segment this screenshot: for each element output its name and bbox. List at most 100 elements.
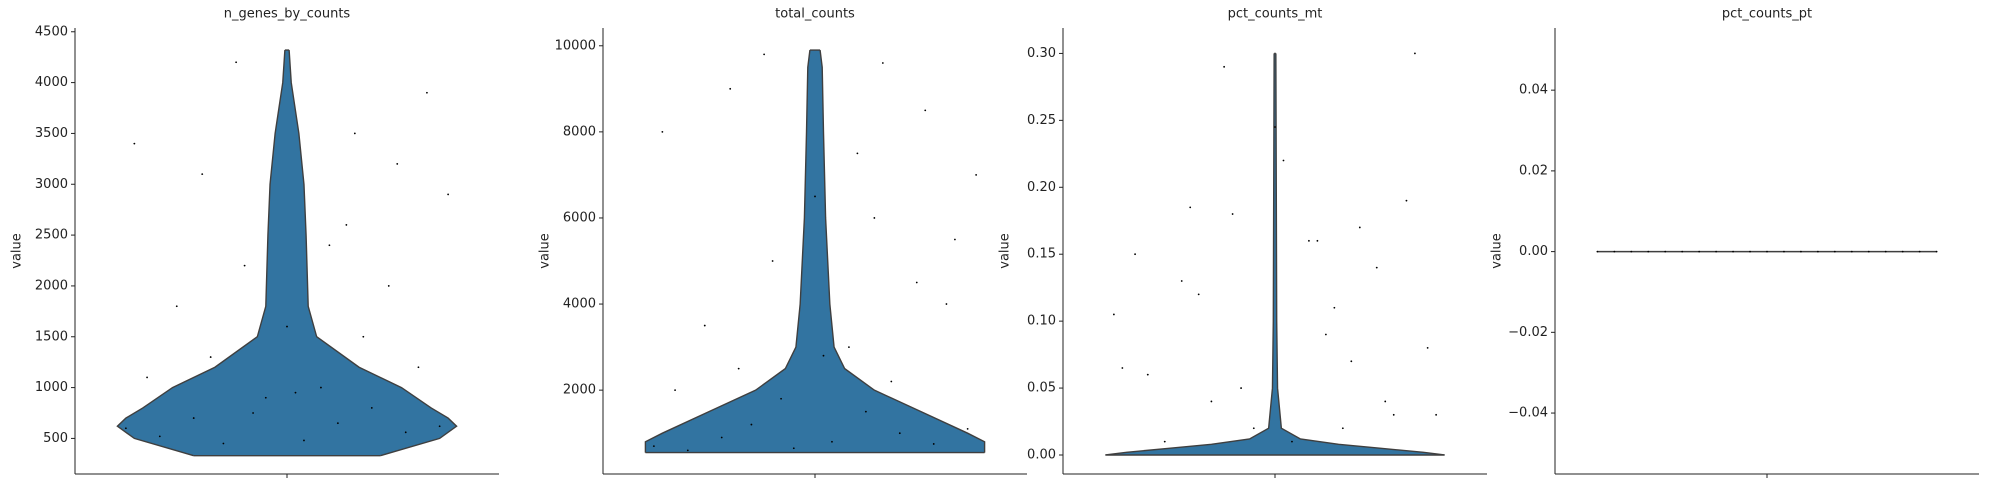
y-tick-label: 1500 xyxy=(35,329,68,344)
y-tick-label: 4000 xyxy=(563,297,596,312)
point xyxy=(1274,126,1276,128)
y-axis-label: value xyxy=(10,233,25,269)
point xyxy=(856,152,859,155)
point xyxy=(222,442,225,445)
point xyxy=(133,142,136,145)
y-tick-label: 2000 xyxy=(35,278,68,293)
point xyxy=(1596,250,1599,253)
point xyxy=(848,346,850,349)
y-tick-label: 0.02 xyxy=(1519,163,1548,178)
point xyxy=(1732,250,1734,253)
point xyxy=(438,425,441,428)
point xyxy=(1197,293,1200,296)
violin-half xyxy=(1105,53,1275,455)
y-tick-label: 0.30 xyxy=(1027,46,1056,61)
point xyxy=(1163,440,1166,443)
point xyxy=(1766,250,1768,253)
y-tick-label: 500 xyxy=(43,431,68,446)
point xyxy=(387,285,390,287)
point xyxy=(1350,360,1353,363)
point xyxy=(1884,250,1887,253)
point xyxy=(814,195,816,198)
point xyxy=(417,366,420,369)
point xyxy=(1121,367,1124,369)
y-tick-label: 0.20 xyxy=(1027,180,1056,195)
point xyxy=(792,447,795,450)
point xyxy=(1392,413,1395,416)
point xyxy=(1308,239,1310,242)
point xyxy=(1800,250,1802,253)
y-tick-label: −0.04 xyxy=(1508,406,1548,421)
point xyxy=(1180,280,1183,282)
y-tick-label: 0.25 xyxy=(1027,113,1056,128)
point xyxy=(175,305,178,308)
violin-outline xyxy=(288,50,458,457)
point xyxy=(1613,250,1616,253)
y-tick-label: 3000 xyxy=(35,177,68,192)
point xyxy=(1134,253,1136,256)
point xyxy=(1901,250,1904,253)
point xyxy=(1435,413,1438,416)
point xyxy=(146,376,148,379)
y-tick-label: 2500 xyxy=(35,228,68,243)
point xyxy=(1426,347,1429,349)
point xyxy=(1698,250,1701,253)
point xyxy=(303,439,305,442)
point xyxy=(1414,52,1416,55)
y-tick-label: 0.10 xyxy=(1027,314,1056,329)
point xyxy=(1935,250,1938,253)
point xyxy=(1749,250,1751,253)
point xyxy=(1240,387,1242,389)
point xyxy=(362,335,365,338)
point xyxy=(1223,65,1226,68)
point xyxy=(336,422,339,425)
point xyxy=(898,432,901,435)
point xyxy=(192,417,195,419)
point xyxy=(158,435,161,438)
point xyxy=(124,427,127,430)
point xyxy=(975,174,978,176)
point xyxy=(1867,250,1870,253)
point xyxy=(763,53,766,56)
point xyxy=(1647,250,1650,253)
point xyxy=(966,427,969,430)
point xyxy=(945,303,948,305)
point xyxy=(1282,159,1285,162)
point xyxy=(652,445,655,448)
point xyxy=(1816,250,1819,253)
point xyxy=(235,61,238,64)
y-tick-label: 0.00 xyxy=(1519,244,1548,259)
point xyxy=(1384,400,1387,403)
violin-outline xyxy=(1105,53,1275,456)
violin-half xyxy=(287,50,457,456)
point xyxy=(201,173,204,175)
violin-half xyxy=(1275,53,1445,455)
point xyxy=(864,410,867,413)
point xyxy=(426,91,428,94)
point xyxy=(924,109,927,112)
point xyxy=(252,412,254,414)
point xyxy=(729,87,732,90)
point xyxy=(1210,400,1213,403)
y-tick-label: 0.05 xyxy=(1027,381,1056,396)
violin-half xyxy=(117,50,288,456)
y-tick-label: −0.02 xyxy=(1508,325,1548,340)
point xyxy=(286,325,288,328)
point xyxy=(1783,250,1785,253)
point xyxy=(1291,440,1293,443)
y-tick-label: 0.00 xyxy=(1027,447,1056,462)
y-tick-label: 0.04 xyxy=(1519,83,1548,98)
y-axis-label: value xyxy=(538,233,553,269)
panel-title: total_counts xyxy=(775,7,855,22)
point xyxy=(1681,250,1684,253)
point xyxy=(1918,250,1921,253)
panel-title: n_genes_by_counts xyxy=(224,7,351,22)
point xyxy=(703,324,706,327)
point xyxy=(737,367,740,370)
panel-title: pct_counts_pt xyxy=(1722,7,1812,22)
point xyxy=(822,354,825,357)
point xyxy=(264,396,267,399)
point xyxy=(320,386,322,389)
point xyxy=(932,443,935,445)
